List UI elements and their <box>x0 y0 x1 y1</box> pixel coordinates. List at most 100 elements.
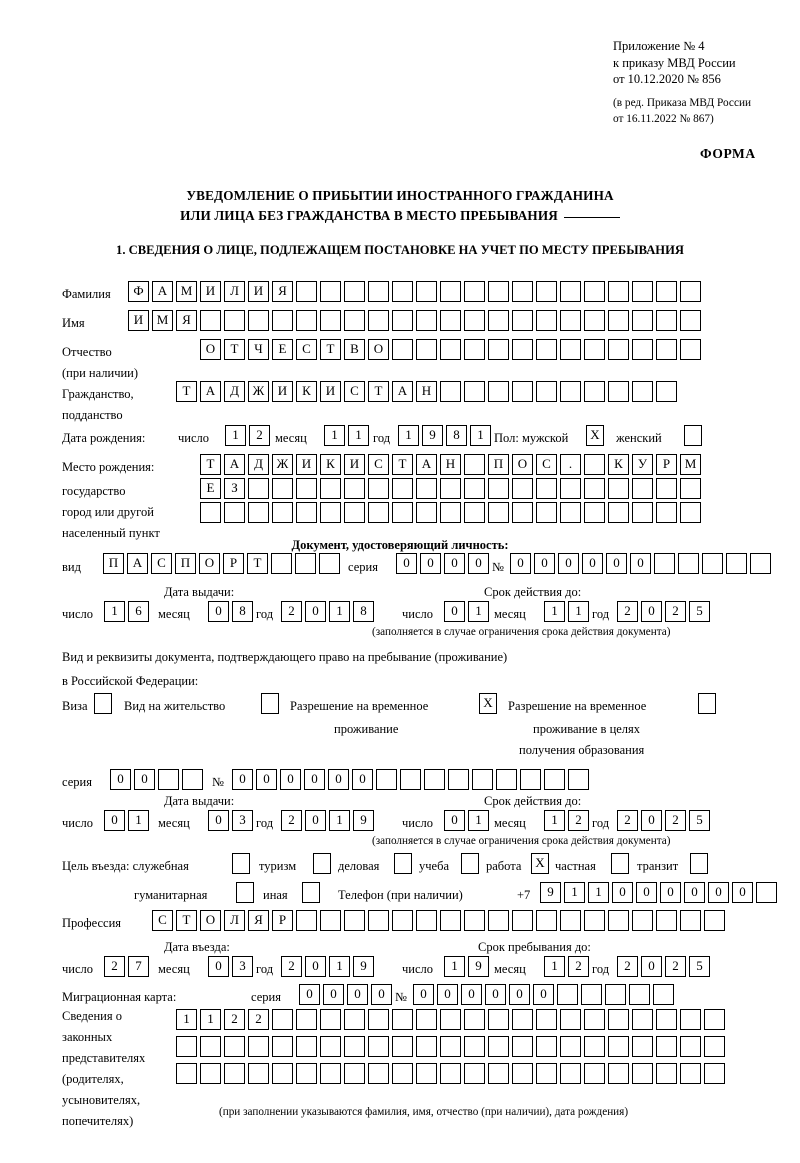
char-cell[interactable] <box>296 502 317 523</box>
char-cell[interactable]: А <box>224 454 245 475</box>
char-cell[interactable]: 7 <box>128 956 149 977</box>
char-cell[interactable] <box>224 502 245 523</box>
char-cell[interactable] <box>272 310 293 331</box>
char-cell[interactable] <box>448 769 469 790</box>
char-cell[interactable] <box>440 502 461 523</box>
char-cell[interactable] <box>512 381 533 402</box>
char-cell[interactable] <box>296 1063 317 1084</box>
char-cell[interactable]: 2 <box>665 810 686 831</box>
char-cell[interactable] <box>224 1063 245 1084</box>
char-cell[interactable]: 0 <box>328 769 349 790</box>
char-cell[interactable]: Ф <box>128 281 149 302</box>
char-cell[interactable] <box>248 310 269 331</box>
char-cell[interactable]: А <box>416 454 437 475</box>
char-cell[interactable]: У <box>632 454 653 475</box>
char-cell[interactable] <box>224 1036 245 1057</box>
char-cell[interactable]: 0 <box>208 601 229 622</box>
char-cell[interactable] <box>608 478 629 499</box>
char-cell[interactable]: М <box>680 454 701 475</box>
purpose-transit-checkbox[interactable] <box>690 853 708 874</box>
char-cell[interactable]: 0 <box>468 553 489 574</box>
birth-place-input-row-3[interactable] <box>200 502 704 523</box>
char-cell[interactable] <box>320 910 341 931</box>
char-cell[interactable] <box>584 339 605 360</box>
char-cell[interactable]: 3 <box>232 810 253 831</box>
char-cell[interactable] <box>344 478 365 499</box>
char-cell[interactable] <box>272 502 293 523</box>
char-cell[interactable] <box>632 381 653 402</box>
char-cell[interactable] <box>464 1009 485 1030</box>
char-cell[interactable]: 0 <box>304 769 325 790</box>
char-cell[interactable] <box>464 502 485 523</box>
char-cell[interactable]: 0 <box>534 553 555 574</box>
char-cell[interactable] <box>560 1036 581 1057</box>
char-cell[interactable] <box>344 310 365 331</box>
char-cell[interactable] <box>392 478 413 499</box>
char-cell[interactable]: Е <box>200 478 221 499</box>
char-cell[interactable] <box>296 310 317 331</box>
char-cell[interactable] <box>536 1009 557 1030</box>
char-cell[interactable]: 0 <box>110 769 131 790</box>
char-cell[interactable] <box>632 310 653 331</box>
char-cell[interactable] <box>656 1063 677 1084</box>
char-cell[interactable]: Л <box>224 281 245 302</box>
char-cell[interactable]: 0 <box>630 553 651 574</box>
char-cell[interactable] <box>680 502 701 523</box>
char-cell[interactable] <box>680 1063 701 1084</box>
char-cell[interactable] <box>656 381 677 402</box>
char-cell[interactable] <box>704 1009 725 1030</box>
char-cell[interactable]: Т <box>247 553 268 574</box>
char-cell[interactable] <box>392 339 413 360</box>
char-cell[interactable] <box>271 553 292 574</box>
char-cell[interactable] <box>608 1009 629 1030</box>
char-cell[interactable]: 0 <box>305 810 326 831</box>
char-cell[interactable] <box>704 1036 725 1057</box>
char-cell[interactable] <box>416 1036 437 1057</box>
char-cell[interactable] <box>512 1063 533 1084</box>
char-cell[interactable] <box>608 1063 629 1084</box>
char-cell[interactable]: 8 <box>353 601 374 622</box>
char-cell[interactable] <box>344 1063 365 1084</box>
char-cell[interactable] <box>536 1063 557 1084</box>
char-cell[interactable]: 1 <box>329 601 350 622</box>
char-cell[interactable]: 0 <box>352 769 373 790</box>
char-cell[interactable] <box>272 478 293 499</box>
char-cell[interactable]: 0 <box>582 553 603 574</box>
char-cell[interactable] <box>608 1036 629 1057</box>
char-cell[interactable]: Т <box>200 454 221 475</box>
char-cell[interactable] <box>440 339 461 360</box>
char-cell[interactable]: 1 <box>176 1009 197 1030</box>
char-cell[interactable] <box>488 910 509 931</box>
char-cell[interactable] <box>176 1063 197 1084</box>
purpose-business-checkbox[interactable] <box>394 853 412 874</box>
char-cell[interactable]: 1 <box>398 425 419 446</box>
char-cell[interactable] <box>176 1036 197 1057</box>
char-cell[interactable]: 2 <box>617 810 638 831</box>
char-cell[interactable]: 0 <box>558 553 579 574</box>
char-cell[interactable]: 1 <box>104 601 125 622</box>
char-cell[interactable] <box>680 339 701 360</box>
char-cell[interactable] <box>536 381 557 402</box>
char-cell[interactable] <box>680 910 701 931</box>
char-cell[interactable]: 2 <box>568 810 589 831</box>
char-cell[interactable] <box>488 1036 509 1057</box>
char-cell[interactable]: П <box>175 553 196 574</box>
char-cell[interactable] <box>344 281 365 302</box>
char-cell[interactable]: Р <box>272 910 293 931</box>
purpose-private-checkbox[interactable] <box>611 853 629 874</box>
char-cell[interactable] <box>512 1036 533 1057</box>
char-cell[interactable] <box>368 910 389 931</box>
